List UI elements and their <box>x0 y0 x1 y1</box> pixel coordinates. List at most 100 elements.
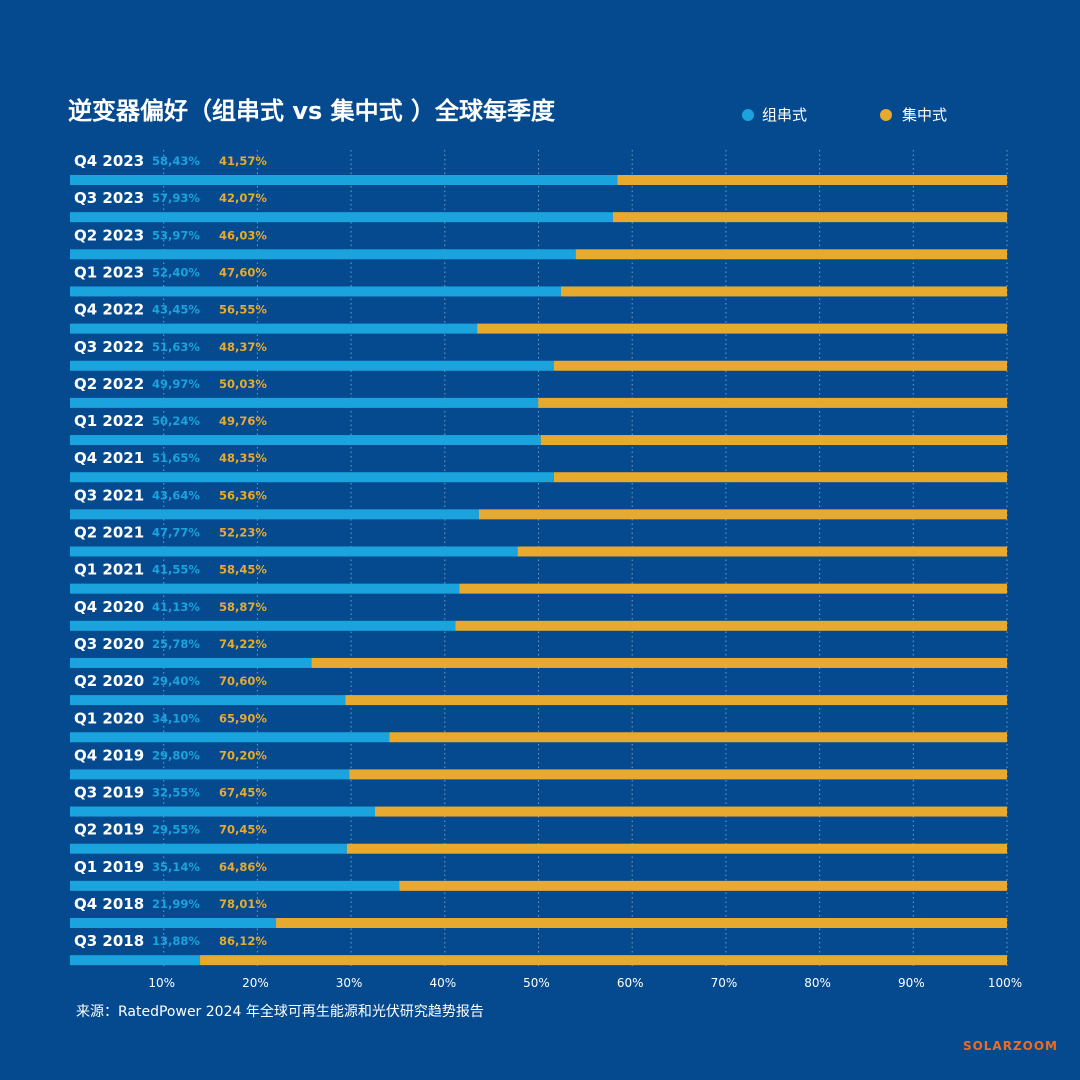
data-label-central: 49,76% <box>219 414 267 428</box>
category-label: Q4 2020 <box>74 598 144 616</box>
category-label: Q4 2023 <box>74 152 144 170</box>
data-label-central: 70,20% <box>219 748 267 762</box>
bar-string <box>70 695 346 706</box>
brand-logo: SOLARZOOM <box>963 1039 1058 1053</box>
bar-central <box>346 843 1007 854</box>
legend-label-central: 集中式 <box>902 106 947 124</box>
bar-central <box>477 323 1008 334</box>
bar-string <box>70 769 350 780</box>
bar-central <box>553 472 1007 483</box>
bar-central <box>478 509 1007 520</box>
bar-central <box>560 286 1007 297</box>
bar-central <box>517 546 1007 557</box>
data-label-central: 65,90% <box>219 711 267 725</box>
bar-string <box>70 323 478 334</box>
data-label-central: 56,55% <box>219 303 267 317</box>
x-tick-label: 90% <box>898 976 925 990</box>
data-label-central: 56,36% <box>219 488 267 502</box>
data-label-string: 51,65% <box>152 451 200 465</box>
x-tick-label: 10% <box>148 976 175 990</box>
data-label-central: 52,23% <box>219 526 267 540</box>
data-label-string: 57,93% <box>152 191 200 205</box>
bar-string <box>70 435 541 446</box>
category-label: Q3 2020 <box>74 635 144 653</box>
bars <box>70 175 1008 966</box>
data-label-central: 50,03% <box>219 377 267 391</box>
bar-central <box>459 583 1007 594</box>
bar-string <box>70 212 613 223</box>
bar-string <box>70 583 460 594</box>
bar-central <box>349 769 1007 780</box>
data-label-central: 70,45% <box>219 823 267 837</box>
data-label-string: 32,55% <box>152 786 200 800</box>
x-tick-label: 40% <box>429 976 456 990</box>
category-label: Q3 2022 <box>74 338 144 356</box>
bar-central <box>389 732 1008 743</box>
data-label-central: 67,45% <box>219 786 267 800</box>
data-label-central: 78,01% <box>219 897 267 911</box>
category-label: Q1 2023 <box>74 263 144 281</box>
category-label: Q4 2022 <box>74 301 144 319</box>
bar-central <box>276 918 1008 928</box>
data-label-string: 35,14% <box>152 860 200 874</box>
data-label-string: 47,77% <box>152 526 200 540</box>
bar-string <box>70 955 201 966</box>
bar-central <box>540 435 1007 446</box>
x-tick-label: 70% <box>711 976 738 990</box>
bar-string <box>70 806 375 817</box>
bar-string <box>70 472 554 483</box>
bar-string <box>70 657 312 668</box>
bar-string <box>70 175 618 185</box>
category-label: Q2 2020 <box>74 672 144 690</box>
bar-string <box>70 918 277 928</box>
bar-central <box>311 657 1007 668</box>
category-label: Q3 2018 <box>74 932 144 950</box>
category-label: Q2 2022 <box>74 375 144 393</box>
bar-string <box>70 546 518 557</box>
bar-string <box>70 509 479 520</box>
x-axis-ticks: 10% 20% 30% 40% 50% 60% 70% 80% 90% 100% <box>148 976 1022 990</box>
category-label: Q1 2021 <box>74 561 144 579</box>
data-label-string: 34,10% <box>152 711 200 725</box>
data-label-string: 58,43% <box>152 154 200 168</box>
data-label-central: 64,86% <box>219 860 267 874</box>
x-tick-label: 20% <box>242 976 269 990</box>
bar-central <box>455 620 1008 631</box>
bar-string <box>70 843 347 854</box>
chart-title: 逆变器偏好（组串式 vs 集中式 ）全球每季度 <box>68 97 556 125</box>
bar-string <box>70 732 390 743</box>
category-label: Q4 2019 <box>74 746 144 764</box>
data-label-central: 74,22% <box>219 637 267 651</box>
bar-central <box>200 955 1007 966</box>
legend-label-string: 组串式 <box>762 106 807 124</box>
data-label-central: 70,60% <box>219 674 267 688</box>
data-label-string: 50,24% <box>152 414 200 428</box>
legend: 组串式 集中式 <box>742 106 947 124</box>
legend-dot-string <box>742 109 754 121</box>
category-label: Q3 2023 <box>74 189 144 207</box>
data-label-central: 42,07% <box>219 191 267 205</box>
data-label-string: 29,55% <box>152 823 200 837</box>
data-label-central: 47,60% <box>219 265 267 279</box>
category-label: Q2 2019 <box>74 821 144 839</box>
data-label-string: 25,78% <box>152 637 200 651</box>
x-tick-label: 60% <box>617 976 644 990</box>
data-label-central: 48,37% <box>219 340 267 354</box>
category-label: Q3 2019 <box>74 784 144 802</box>
x-tick-label: 80% <box>804 976 831 990</box>
category-label: Q4 2021 <box>74 449 144 467</box>
x-tick-label: 50% <box>523 976 550 990</box>
legend-dot-central <box>880 109 892 121</box>
bar-central <box>345 695 1007 706</box>
data-label-central: 86,12% <box>219 934 267 948</box>
category-label: Q1 2020 <box>74 709 144 727</box>
bar-central <box>399 880 1007 891</box>
category-label: Q3 2021 <box>74 486 144 504</box>
labels: Q4 2023 58,43% 41,57% Q3 2023 57,93% 42,07% Q2… <box>74 152 267 950</box>
data-label-string: 41,55% <box>152 563 200 577</box>
bar-central <box>538 397 1007 408</box>
data-label-central: 41,57% <box>219 154 267 168</box>
bar-string <box>70 286 561 297</box>
data-label-string: 53,97% <box>152 228 200 242</box>
